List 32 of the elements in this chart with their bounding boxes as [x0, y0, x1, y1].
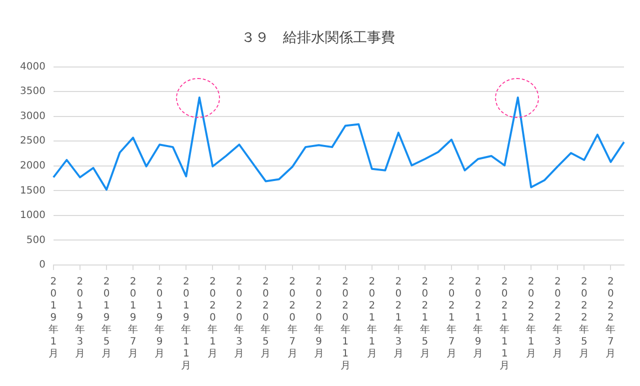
- x-tick-label: 2020年9月: [314, 276, 324, 360]
- x-tick-label: 2020年5月: [260, 276, 271, 360]
- x-tick-label: 2019年1月: [48, 276, 58, 360]
- y-tick-label: 4000: [20, 61, 46, 72]
- y-tick-label: 3500: [20, 86, 46, 98]
- y-tick-label: 2000: [20, 160, 46, 172]
- chart-title: ３９ 給排水関係工事費: [241, 30, 395, 46]
- x-tick-label: 2019年3月: [74, 276, 85, 360]
- x-tick-label: 2021年9月: [473, 276, 484, 360]
- x-tick-label: 2019年11月: [181, 276, 192, 372]
- y-tick-label: 1000: [20, 210, 46, 222]
- x-tick-label: 2021年7月: [446, 276, 457, 360]
- x-tick-label: 2019年9月: [154, 276, 165, 360]
- x-tick-label: 2022年1月: [526, 276, 536, 360]
- y-tick-label: 0: [39, 260, 46, 271]
- x-tick-label: 2021年5月: [420, 276, 430, 360]
- y-tick-label: 3000: [20, 110, 46, 122]
- x-tick-label: 2020年7月: [287, 276, 298, 360]
- x-tick-label: 2022年3月: [552, 276, 563, 360]
- x-tick-label: 2019年7月: [128, 276, 138, 360]
- y-tick-label: 1500: [20, 185, 46, 196]
- x-tick-label: 2019年5月: [102, 276, 112, 360]
- x-tick-label: 2020年11月: [340, 276, 350, 372]
- x-tick-label: 2021年11月: [500, 276, 510, 372]
- y-tick-label: 2500: [20, 136, 46, 147]
- x-tick-label: 2020年1月: [208, 276, 218, 360]
- x-tick-label: 2022年5月: [579, 276, 590, 360]
- x-tick-label: 2022年7月: [606, 276, 616, 360]
- x-tick-label: 2021年3月: [393, 276, 404, 360]
- x-tick-label: 2020年3月: [234, 276, 244, 360]
- x-tick-label: 2021年1月: [366, 276, 377, 360]
- y-tick-label: 500: [26, 234, 46, 246]
